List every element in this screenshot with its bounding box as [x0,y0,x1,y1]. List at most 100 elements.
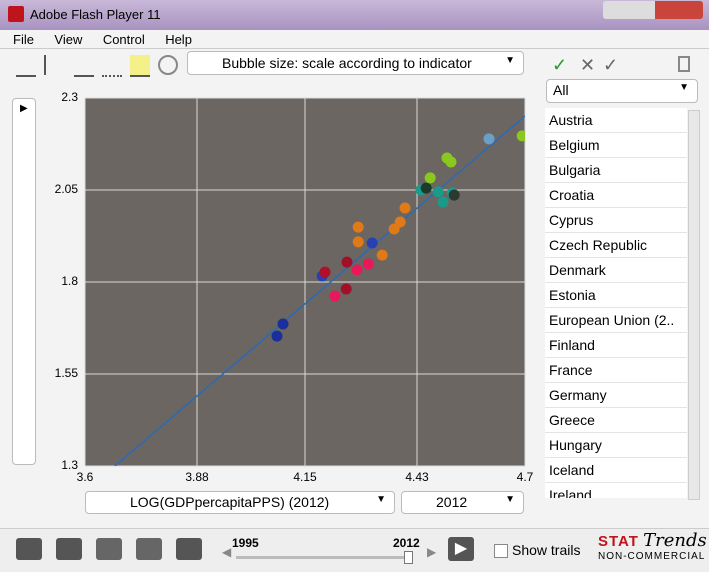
data-point [399,202,411,214]
menu-item[interactable]: Control [102,32,145,47]
show-trails-label: Show trails [512,542,581,558]
timeline-track[interactable] [236,556,412,559]
tool-icon[interactable] [102,55,122,77]
menu-item[interactable]: File [13,32,34,47]
country-item[interactable]: Ireland [545,483,687,498]
timeline-prev[interactable]: ◀ [222,545,232,559]
country-item[interactable]: Iceland [545,458,687,483]
title-bar: Adobe Flash Player 11 [0,0,709,30]
timeline-handle[interactable] [404,551,413,564]
separator [0,48,709,49]
y-axis-selector[interactable]: ▶ [12,98,36,465]
data-point [420,182,432,194]
country-item[interactable]: Finland [545,333,687,358]
country-item[interactable]: Hungary [545,433,687,458]
country-item[interactable]: France [545,358,687,383]
logo: STAT Trends NON-COMMERCIAL [598,530,707,562]
x-tick-label: 3.88 [185,470,209,484]
x-axis-label: LOG(GDPpercapitaPPS) (2012) [130,494,330,510]
data-point [341,256,353,268]
data-point [340,283,352,295]
tool-icon[interactable] [56,538,82,560]
confirm[interactable]: ✓ [603,55,619,75]
logo-brand: STAT [598,533,639,550]
data-point [277,318,289,330]
y-tick-label: 2.05 [55,182,79,196]
logo-note: NON-COMMERCIAL [598,551,706,562]
data-point [352,221,364,233]
x-tick-label: 4.43 [405,470,429,484]
play-button[interactable]: ▶ [448,537,474,561]
data-point [319,266,331,278]
data-point [448,189,460,201]
country-item[interactable]: Greece [545,408,687,433]
tool-icon[interactable] [16,55,36,77]
country-item[interactable]: Bulgaria [545,158,687,183]
year-label: 2012 [436,494,468,510]
data-point [483,133,495,145]
data-point [271,330,283,342]
bubble-size-dropdown[interactable]: Bubble size: scale according to indicato… [187,51,524,75]
country-item[interactable]: Germany [545,383,687,408]
data-point [351,264,363,276]
tool-icon[interactable] [16,538,42,560]
menu-item[interactable]: View [54,32,83,47]
data-point [352,236,364,248]
tool-icon[interactable] [74,55,94,77]
menu-bar: File View Control Help [13,31,208,49]
scrollbar[interactable] [688,110,700,500]
dropdown-text: Bubble size: scale according to indicato… [222,55,472,71]
data-point [366,237,378,249]
menu-item[interactable]: Help [165,32,192,47]
country-item[interactable]: Czech Republic [545,233,687,258]
country-item[interactable]: Cyprus [545,208,687,233]
country-item[interactable]: Belgium [545,133,687,158]
tool-icon[interactable] [130,55,150,77]
country-item[interactable]: Estonia [545,283,687,308]
data-point [376,249,388,261]
x-tick-label: 3.6 [77,470,94,484]
year-selector[interactable]: 2012 ▼ [401,491,524,514]
y-tick-label: 1.8 [61,274,78,288]
data-point [445,156,457,168]
country-item[interactable]: Croatia [545,183,687,208]
uncheck-all[interactable]: ✕ [580,55,596,75]
timeline-next[interactable]: ▶ [427,545,437,559]
tool-icon[interactable] [158,55,178,75]
tool-icon[interactable] [44,55,66,75]
country-item[interactable]: Denmark [545,258,687,283]
data-point [394,216,406,228]
timeline-start: 1995 [232,536,259,550]
country-item[interactable]: European Union (2.. [545,308,687,333]
tool-icon[interactable] [96,538,122,560]
window-title: Adobe Flash Player 11 [30,7,161,22]
app-icon [8,6,24,22]
data-point [516,130,525,142]
country-list: Austria Belgium Bulgaria Croatia Cyprus Czech… [545,108,687,498]
window-controls[interactable] [603,1,703,19]
group-dropdown[interactable]: All ▼ [546,79,698,103]
data-point [424,172,436,184]
x-axis-selector[interactable]: LOG(GDPpercapitaPPS) (2012) ▼ [85,491,395,514]
chart-type-toolbar [16,55,178,77]
logo-brand2: Trends [643,530,707,551]
bottom-toolbar [16,538,202,560]
dropdown-text: All [553,82,569,98]
tool-icon[interactable] [176,538,202,560]
trend-line [114,115,525,466]
check-all[interactable]: ✓ [552,55,568,75]
country-item[interactable]: Austria [545,108,687,133]
data-point [362,258,374,270]
data-point [432,186,444,198]
tool-icon[interactable] [136,538,162,560]
y-tick-label: 2.3 [61,90,78,104]
delete[interactable] [678,56,690,72]
data-point [437,196,449,208]
show-trails-checkbox[interactable] [494,544,508,558]
timeline-end: 2012 [393,536,420,550]
x-tick-label: 4.15 [293,470,317,484]
y-tick-label: 1.55 [55,366,79,380]
y-tick-label: 1.3 [61,458,78,472]
